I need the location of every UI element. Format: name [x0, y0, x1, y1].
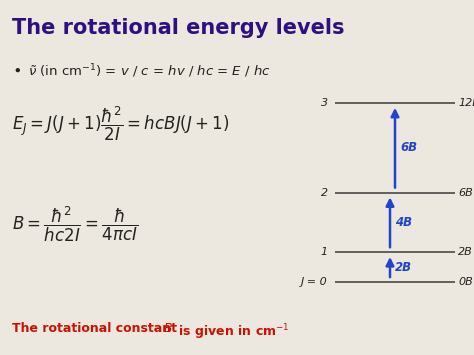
Text: 2B: 2B — [458, 247, 473, 257]
Text: 12B: 12B — [458, 98, 474, 108]
Text: $\tilde{\nu}$ (in cm$^{-1}$) = $v$ / $c$ = $hv$ / $hc$ = $E$ / $hc$: $\tilde{\nu}$ (in cm$^{-1}$) = $v$ / $c$… — [28, 62, 271, 80]
Text: 2: 2 — [321, 187, 328, 197]
Text: 0B: 0B — [458, 277, 473, 287]
Text: 4B: 4B — [395, 216, 412, 229]
Text: The rotational energy levels: The rotational energy levels — [12, 18, 345, 38]
Text: $\bullet$: $\bullet$ — [12, 62, 21, 77]
Text: J = 0: J = 0 — [301, 277, 328, 287]
Text: is given in cm$^{-1}$: is given in cm$^{-1}$ — [174, 322, 290, 342]
Text: 6B: 6B — [458, 187, 473, 197]
Text: 1: 1 — [321, 247, 328, 257]
Text: 3: 3 — [321, 98, 328, 108]
Text: $B$: $B$ — [163, 322, 173, 335]
Text: $B = \dfrac{\hbar^2}{hc2I} = \dfrac{\hbar}{4\pi cI}$: $B = \dfrac{\hbar^2}{hc2I} = \dfrac{\hba… — [12, 205, 138, 244]
Text: $E_J = J\left(J+1\right)\dfrac{\hbar^2}{2I} = hcBJ\left(J+1\right)$: $E_J = J\left(J+1\right)\dfrac{\hbar^2}{… — [12, 105, 229, 143]
Text: 2B: 2B — [395, 261, 412, 274]
Text: 6B: 6B — [400, 141, 417, 154]
Text: The rotational constant: The rotational constant — [12, 322, 182, 335]
